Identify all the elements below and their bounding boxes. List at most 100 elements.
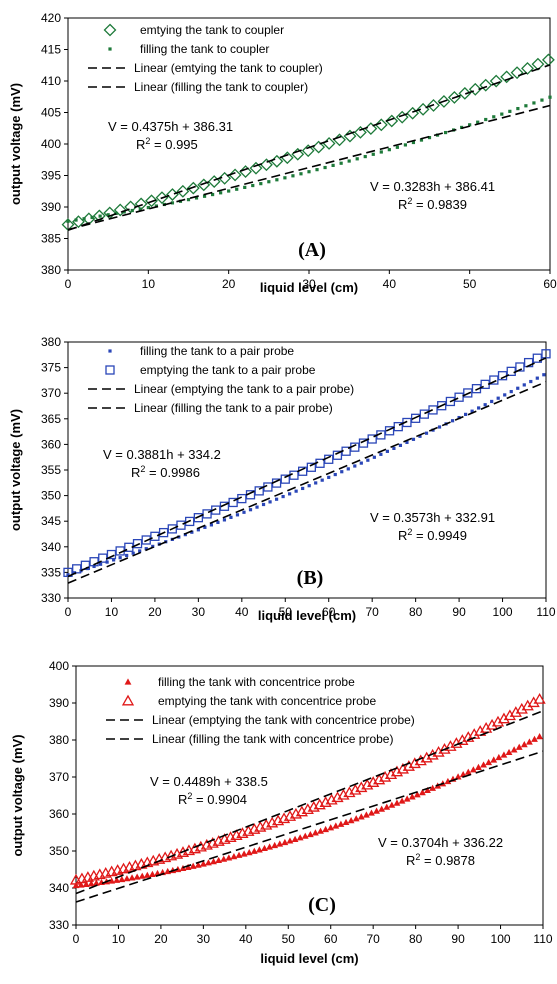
data-point [133, 873, 141, 880]
data-point [373, 807, 380, 814]
y-tick-label: 380 [41, 335, 61, 349]
data-point [98, 214, 102, 218]
data-point [315, 168, 319, 172]
data-point [548, 95, 552, 99]
data-point [489, 74, 503, 88]
chart-b: 330 335 340 345 350 355 360 365 370 375 380 0 10 20 30… [8, 335, 556, 623]
data-point [89, 557, 99, 567]
data-point [496, 396, 500, 400]
x-tick-label: 110 [536, 605, 555, 619]
y-tick-label: 340 [41, 540, 61, 554]
data-point [355, 157, 359, 161]
data-point [521, 62, 534, 75]
data-point [268, 500, 272, 504]
r-squared-text: R2 = 0.9839 [398, 196, 467, 212]
data-point [379, 452, 383, 456]
x-tick-label: 10 [142, 277, 156, 291]
x-tick-label: 20 [148, 605, 162, 619]
data-point [490, 399, 494, 404]
data-point [87, 880, 95, 887]
plot-area [67, 17, 551, 271]
y-tick-label: 340 [49, 881, 69, 895]
data-point [138, 207, 142, 211]
data-point [312, 829, 319, 836]
data-point [540, 98, 544, 102]
data-point [128, 874, 136, 881]
data-point [131, 551, 135, 555]
legend-marker [105, 365, 115, 375]
data-point [331, 163, 335, 167]
data-point [362, 811, 370, 818]
data-point [405, 440, 409, 444]
data-point [458, 86, 472, 100]
fit-equation: V = 0.3573h + 332.91 R2 = 0.9949 [370, 510, 495, 543]
legend-label: filling the tank to coupler [140, 42, 269, 56]
y-tick-label: 350 [41, 489, 61, 503]
data-point [74, 218, 78, 222]
data-point [398, 797, 406, 804]
y-axis-label: output voltage (mV) [10, 734, 25, 856]
x-tick-label: 110 [533, 932, 552, 946]
data-point [456, 734, 469, 745]
data-point [509, 389, 513, 394]
series-2 [66, 95, 552, 223]
y-tick-label: 330 [49, 918, 69, 932]
data-point [306, 462, 316, 472]
data-point [154, 204, 158, 208]
legend-marker [121, 694, 135, 706]
fit-equation: V = 0.3283h + 386.41 R2 = 0.9839 [370, 179, 495, 212]
data-point [185, 516, 195, 527]
x-tick-label: 90 [451, 932, 465, 946]
y-axis-label: output voltage (mV) [8, 409, 23, 531]
data-point [527, 696, 540, 708]
data-point [410, 413, 421, 423]
data-point [235, 851, 243, 858]
data-point [106, 549, 117, 560]
x-axis-label: liquid level (cm) [260, 951, 358, 966]
y-tick-label: 360 [41, 437, 61, 451]
data-point [454, 773, 462, 780]
data-point [235, 513, 240, 517]
data-point [489, 375, 499, 385]
data-point [392, 446, 396, 450]
data-point [276, 840, 284, 847]
data-point [353, 125, 367, 139]
y-tick-label: 355 [41, 463, 61, 477]
data-point [480, 761, 487, 768]
data-point [312, 140, 326, 154]
legend-label: filling the tank to a pair probe [140, 344, 294, 358]
data-point [531, 735, 538, 742]
data-point [190, 530, 194, 534]
data-point [521, 699, 534, 711]
data-point [363, 154, 367, 159]
data-point [299, 172, 303, 176]
y-tick-label: 415 [41, 43, 61, 57]
x-tick-label: 90 [452, 605, 466, 619]
data-point [250, 847, 258, 854]
data-point [366, 458, 370, 462]
data-point [306, 830, 314, 838]
data-point [476, 120, 480, 124]
panel-label: (A) [298, 239, 326, 261]
data-point [479, 721, 493, 733]
x-tick-label: 20 [222, 277, 236, 291]
data-point [194, 196, 199, 200]
legend-marker [103, 23, 117, 37]
data-point [508, 109, 512, 113]
data-point [123, 875, 131, 882]
data-point [261, 502, 266, 507]
data-point [327, 824, 335, 831]
data-point [533, 693, 546, 704]
data-point [500, 70, 514, 84]
data-point [189, 862, 197, 869]
data-point [515, 743, 523, 750]
data-point [403, 795, 411, 802]
data-point [314, 481, 318, 485]
fit-equation: V = 0.3881h + 334.2 R2 = 0.9986 [103, 447, 221, 480]
data-point [164, 867, 172, 875]
y-tick-label: 410 [41, 74, 61, 88]
data-point [132, 539, 143, 549]
y-tick-label: 395 [41, 169, 61, 183]
data-point [267, 180, 271, 184]
r-squared-text: R2 = 0.9986 [131, 464, 200, 480]
